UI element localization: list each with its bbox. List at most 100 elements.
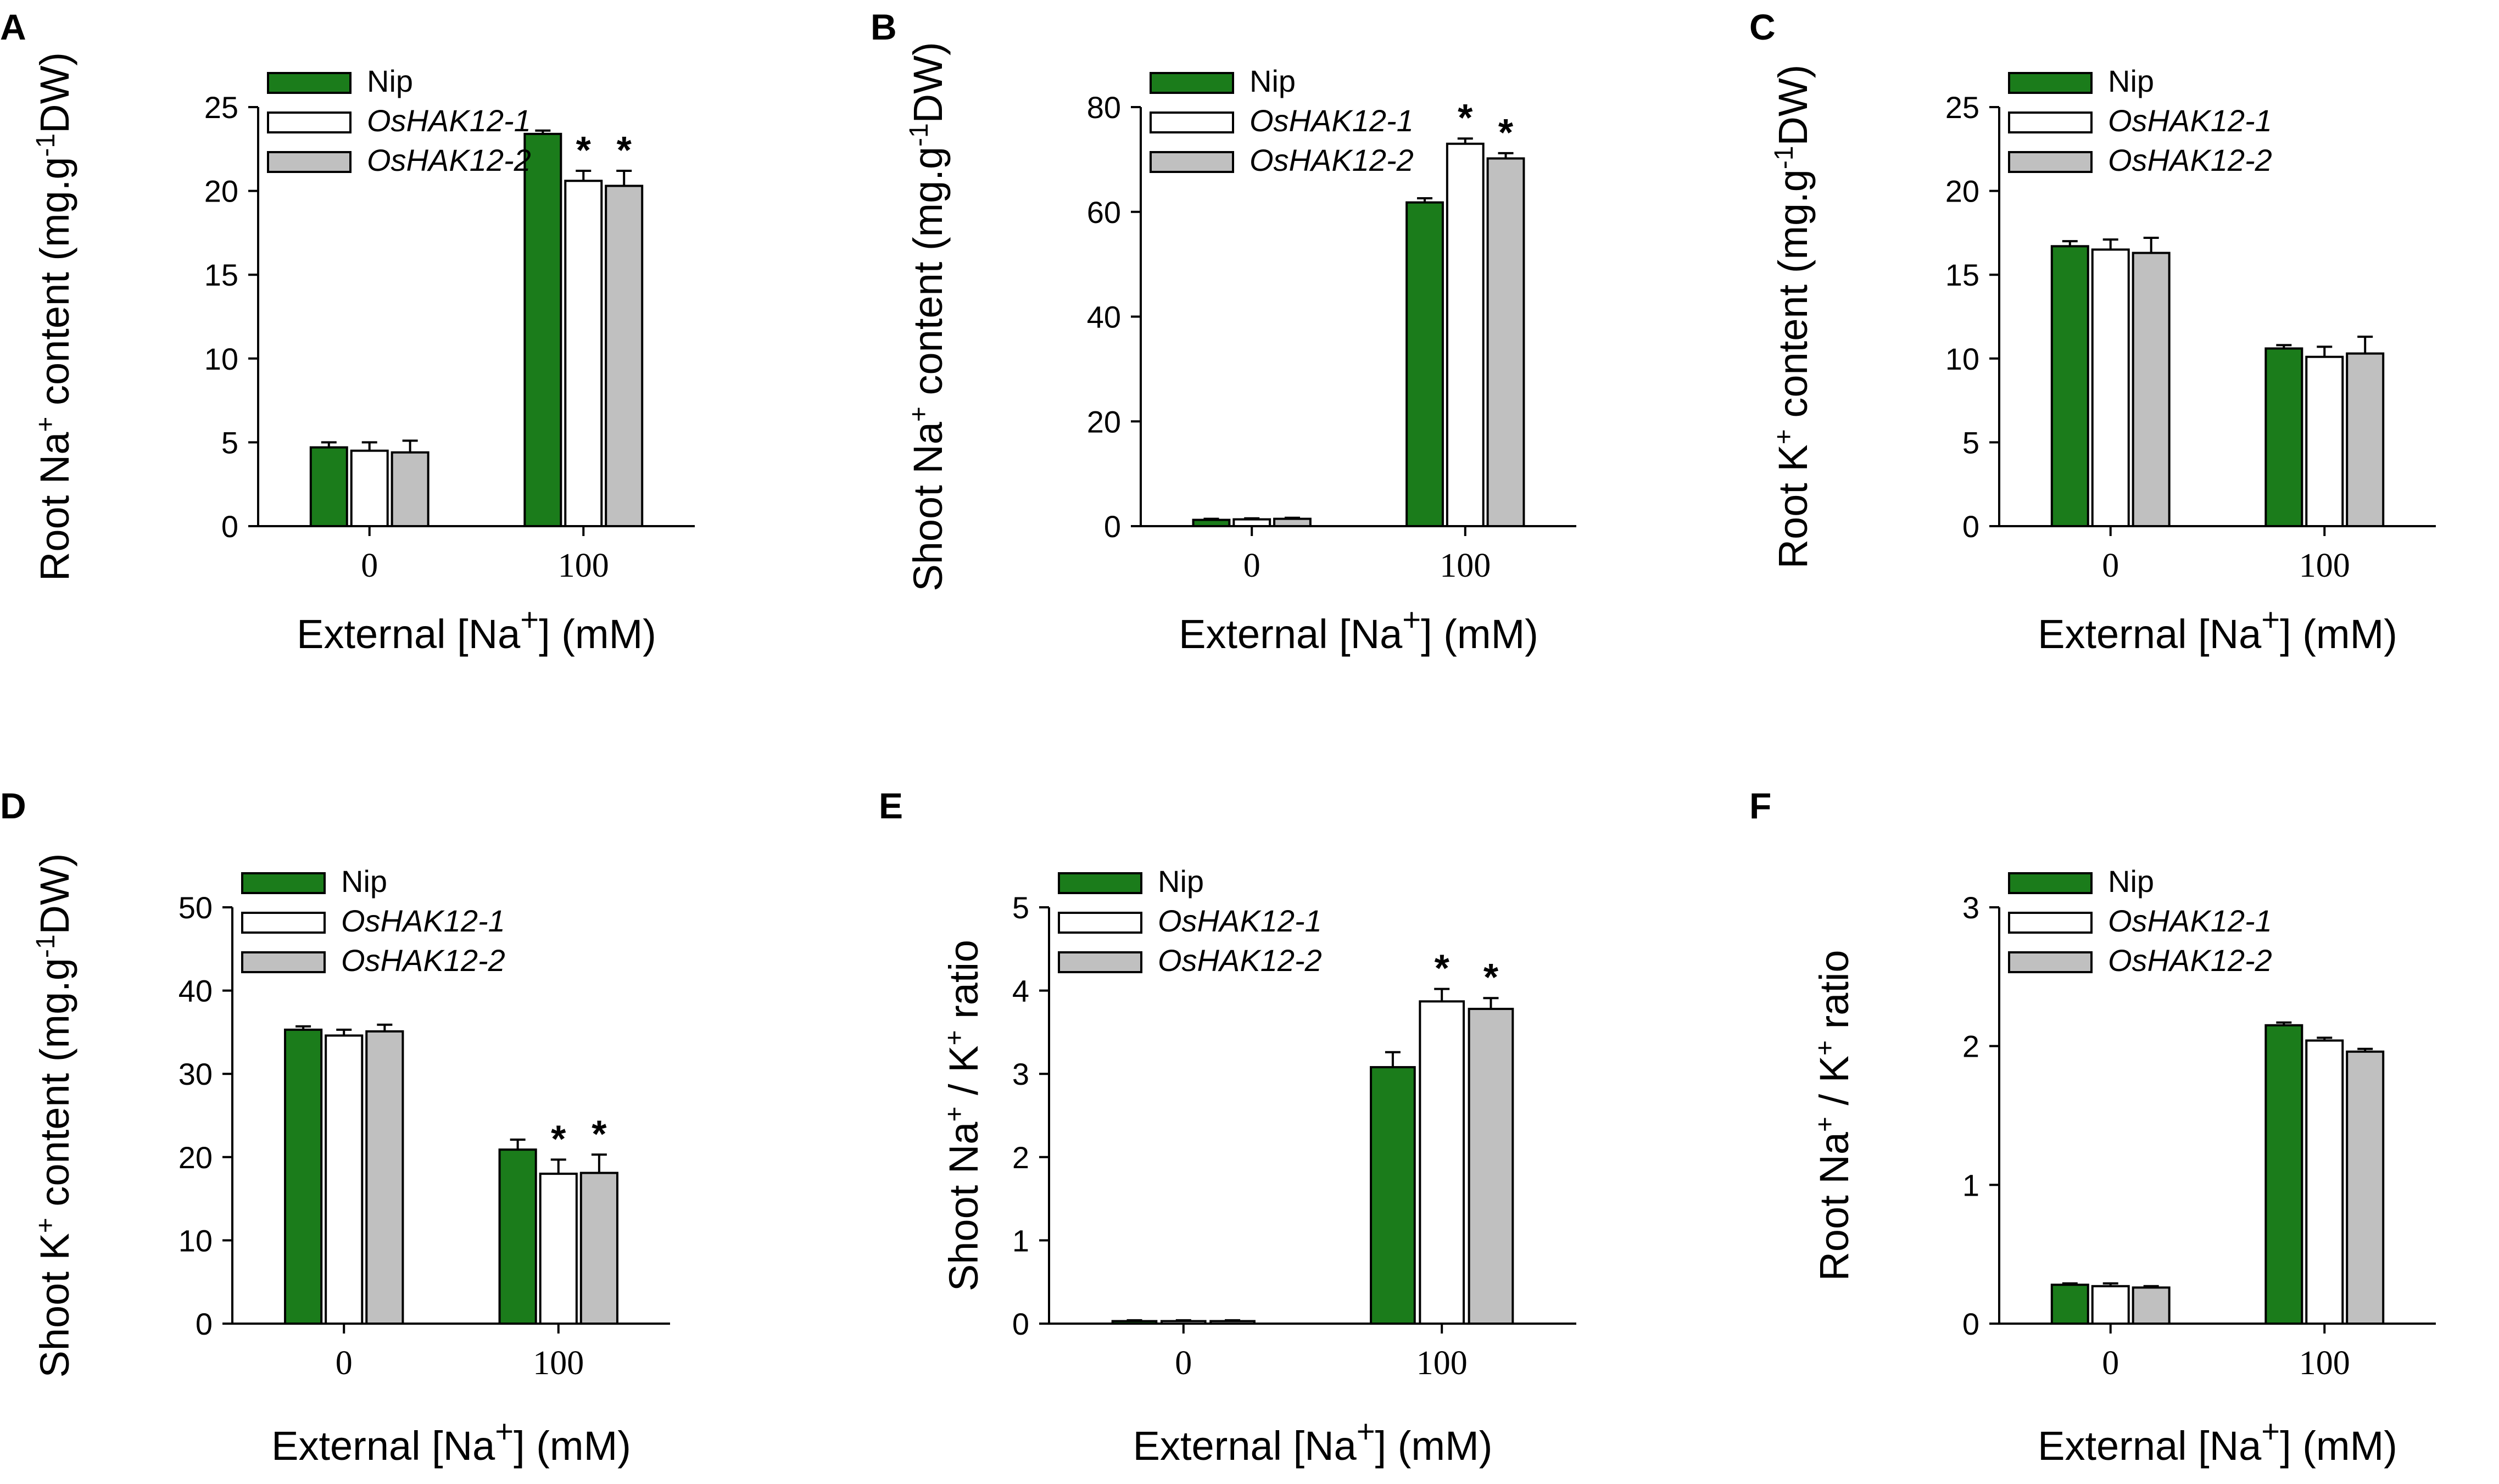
x-tick-label: 100 xyxy=(2299,1344,2350,1382)
x-title-part: External [Na xyxy=(271,1423,495,1469)
y-tick-label: 5 xyxy=(221,425,238,460)
x-axis-title: External [Na+] (mM) xyxy=(271,1414,631,1469)
y-title-part: / K xyxy=(941,1045,986,1106)
y-title-superscript: + xyxy=(1811,1117,1840,1132)
y-title-part: content (mg.g xyxy=(32,157,77,417)
y-tick-label: 40 xyxy=(178,974,213,1008)
y-axis-title: Root Na+ / K+ ratio xyxy=(1811,950,1857,1281)
significance-star: * xyxy=(551,1117,566,1160)
bar xyxy=(309,446,348,528)
y-title-part: content (mg.g xyxy=(32,958,77,1218)
x-title-part: ] (mM) xyxy=(1375,1423,1493,1469)
x-axis-title: External [Na+] (mM) xyxy=(2038,602,2397,657)
y-title-part: Shoot Na xyxy=(905,421,951,591)
y-tick-label: 3 xyxy=(1962,890,1979,925)
legend-swatch xyxy=(2008,151,2093,173)
bar xyxy=(539,1173,578,1325)
x-tick-label: 100 xyxy=(1440,547,1491,584)
x-title-superscript: + xyxy=(1357,1414,1375,1449)
bar xyxy=(284,1028,323,1325)
x-title-superscript: + xyxy=(520,602,539,638)
bar xyxy=(1192,518,1231,527)
bar xyxy=(2132,1286,2171,1325)
y-title-part: Root Na xyxy=(32,432,77,581)
y-tick-label: 80 xyxy=(1087,90,1121,125)
bar xyxy=(391,451,429,527)
x-title-part: External [Na xyxy=(297,611,521,657)
y-tick-label: 4 xyxy=(1012,974,1029,1008)
bar xyxy=(605,185,644,528)
legend-swatch xyxy=(2008,951,2093,973)
bar xyxy=(2050,1284,2089,1325)
legend-swatch xyxy=(1150,111,1234,133)
x-tick-label: 0 xyxy=(2102,547,2119,584)
y-tick-label: 0 xyxy=(221,509,238,544)
y-axis-title: Shoot Na+ / K+ ratio xyxy=(940,940,987,1291)
y-title-part: ratio xyxy=(941,940,986,1030)
legend-swatch xyxy=(267,151,352,173)
legend-label: Nip xyxy=(2108,864,2154,899)
legend-label: Nip xyxy=(367,64,413,98)
y-tick-label: 40 xyxy=(1087,300,1121,334)
y-tick-label: 20 xyxy=(178,1140,213,1175)
x-tick-label: 0 xyxy=(361,547,378,584)
bar xyxy=(1419,1000,1465,1325)
y-tick-label: 20 xyxy=(204,174,238,209)
y-title-part: content (mg.g xyxy=(905,147,951,406)
bar xyxy=(1209,1320,1256,1325)
y-title-part: Root Na xyxy=(1811,1131,1857,1281)
y-tick-label: 20 xyxy=(1945,174,1979,209)
bar xyxy=(350,449,389,527)
legend-label: OsHAK12-1 xyxy=(367,103,531,138)
y-tick-label: 0 xyxy=(1962,509,1979,544)
y-title-superscript: + xyxy=(31,417,60,432)
panel-letter: B xyxy=(871,7,897,47)
y-tick-label: 20 xyxy=(1087,404,1121,439)
y-tick-label: 2 xyxy=(1012,1140,1029,1175)
x-title-superscript: + xyxy=(495,1414,514,1449)
bar xyxy=(365,1030,404,1325)
x-title-part: ] (mM) xyxy=(2280,611,2397,657)
x-title-part: ] (mM) xyxy=(539,611,656,657)
legend-label: OsHAK12-1 xyxy=(1250,103,1414,138)
y-title-superscript: + xyxy=(940,1107,969,1122)
x-axis-title: External [Na+] (mM) xyxy=(2038,1414,2397,1469)
legend-label: OsHAK12-2 xyxy=(2108,943,2272,978)
chart-panel-b: B 0 20 40 60 80 0 100 * * Nip OsHAK12-1 OsHAK12-2 Sho… xyxy=(871,7,1576,657)
legend-label: OsHAK12-2 xyxy=(1250,143,1414,177)
legend-label: OsHAK12-2 xyxy=(341,943,505,978)
x-title-part: ] (mM) xyxy=(514,1423,631,1469)
legend-swatch xyxy=(2008,912,2093,934)
bar xyxy=(2132,252,2171,527)
bar xyxy=(1160,1320,1207,1325)
legend-swatch xyxy=(2008,111,2093,133)
y-tick-label: 0 xyxy=(1104,509,1121,544)
chart-panel-c: C 0 5 10 15 20 25 0 100 Nip OsHAK12-1 OsHAK12-2 Root… xyxy=(1749,7,2436,657)
legend-swatch xyxy=(1150,72,1234,94)
legend-label: OsHAK12-2 xyxy=(367,143,531,177)
y-title-part: content (mg.g xyxy=(1770,169,1816,429)
y-tick-label: 15 xyxy=(1945,258,1979,292)
x-title-part: External [Na xyxy=(1179,611,1403,657)
legend-label: OsHAK12-1 xyxy=(2108,103,2272,138)
significance-star: * xyxy=(1483,956,1499,998)
legend-label: OsHAK12-1 xyxy=(341,903,505,938)
y-axis-title: Shoot Na+ content (mg.g-1DW) xyxy=(905,42,951,591)
y-tick-label: 0 xyxy=(1012,1307,1029,1341)
x-tick-label: 100 xyxy=(1416,1344,1468,1382)
x-title-superscript: + xyxy=(2261,1414,2280,1449)
y-tick-label: 15 xyxy=(204,258,238,292)
legend-label: Nip xyxy=(1250,64,1296,98)
y-tick-label: 0 xyxy=(196,1307,213,1341)
bar xyxy=(2264,1024,2303,1325)
y-axis-title: Root Na+ content (mg.g-1DW) xyxy=(31,52,78,581)
x-title-superscript: + xyxy=(1402,602,1421,638)
y-title-superscript: + xyxy=(1770,429,1799,444)
significance-star: * xyxy=(592,1112,607,1155)
legend-swatch xyxy=(267,72,352,94)
y-title-part: DW) xyxy=(905,42,951,123)
x-axis-title: External [Na+] (mM) xyxy=(1179,602,1538,657)
x-tick-label: 0 xyxy=(336,1344,353,1382)
x-axis-title: External [Na+] (mM) xyxy=(1133,1414,1493,1469)
chart-panel-e: E 0 1 2 3 4 5 0 100 * * Nip OsHAK12-1 OsHAK12-2 Shoot … xyxy=(879,785,1576,1469)
